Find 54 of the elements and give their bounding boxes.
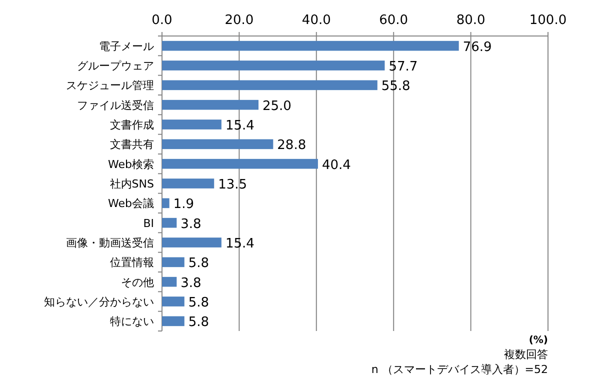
bar [162, 178, 214, 188]
bar [162, 40, 459, 51]
y-tick-label: ファイル送受信 [77, 98, 154, 112]
y-tick-label: BI [143, 216, 154, 230]
bar [162, 158, 318, 169]
data-label: 15.4 [225, 236, 254, 252]
x-tick-label: 60.0 [379, 13, 408, 28]
bar [162, 238, 222, 248]
y-tick-label: 特にない [110, 315, 154, 328]
y-tick-label: Web検索 [108, 158, 154, 171]
y-tick-label: Web会議 [108, 197, 154, 210]
data-label: 5.8 [188, 296, 210, 310]
y-tick-label: 位置情報 [110, 256, 154, 270]
bar [162, 139, 274, 150]
data-label: 15.4 [225, 118, 254, 134]
y-tick-label: 社内SNS [110, 178, 154, 190]
x-tick-label: 40.0 [302, 13, 331, 28]
x-tick-label: 20.0 [224, 13, 254, 28]
data-label: 3.8 [180, 216, 202, 232]
text: 複数回答 [504, 348, 548, 361]
data-label: 5.8 [188, 315, 210, 330]
data-label: 5.8 [188, 256, 210, 272]
y-tick-label: 画像・動画送受信 [66, 236, 154, 250]
data-label: 55.8 [381, 79, 410, 94]
bar [162, 198, 170, 208]
text: (%) [528, 335, 548, 346]
bar [162, 100, 258, 110]
data-label: 3.8 [180, 276, 202, 291]
bar [162, 60, 385, 70]
bar [162, 276, 177, 287]
data-label: 57.7 [388, 60, 418, 74]
data-label: 76.9 [462, 40, 492, 55]
data-label: 40.4 [322, 158, 351, 173]
y-tick-label: 知らない／分からない [44, 296, 154, 308]
y-tick-label: その他 [121, 276, 154, 289]
data-label: 28.8 [277, 138, 306, 154]
bar [162, 257, 184, 268]
y-tick-label: 文書共有 [110, 138, 154, 152]
bar [162, 80, 378, 90]
data-label: 25.0 [262, 98, 292, 114]
data-label: 1.9 [173, 197, 194, 212]
bar [162, 120, 222, 130]
y-tick-label: 電子メール [99, 40, 154, 53]
x-tick-label: 100.0 [529, 13, 567, 28]
bar [162, 316, 184, 326]
y-tick-label: スケジュール管理 [66, 79, 154, 92]
data-label: 13.5 [218, 178, 248, 192]
bar [162, 296, 184, 306]
y-tick-label: グループウェア [77, 60, 154, 72]
x-tick-label: 0.0 [152, 13, 172, 28]
x-tick-label: 80.0 [456, 13, 486, 28]
y-tick-label: 文書作成 [110, 118, 154, 132]
text: n （スマートデバイス導入者）=52 [371, 363, 548, 376]
bar [162, 218, 177, 228]
